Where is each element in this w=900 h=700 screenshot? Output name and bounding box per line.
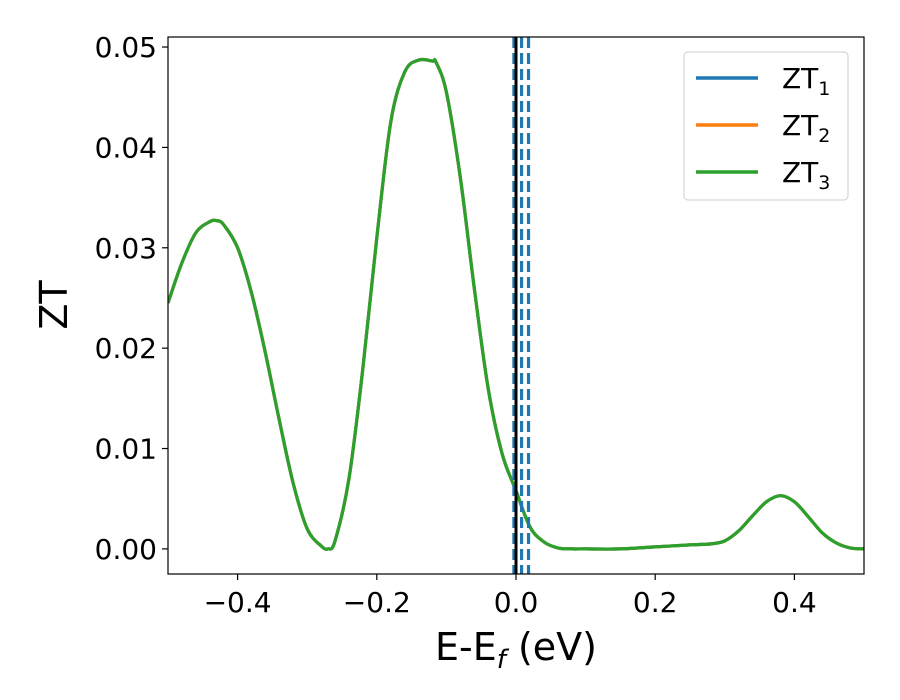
y-axis-ticks: 0.00 0.01 0.02 0.03 0.04 0.05 [95, 31, 168, 566]
legend: ZT1 ZT2 ZT3 [683, 51, 849, 201]
x-tick-label: −0.4 [204, 586, 272, 619]
x-axis-label: E-Ef (eV) [435, 625, 597, 675]
legend-label-2: ZT2 [782, 109, 830, 147]
y-tick-label: 0.03 [95, 232, 157, 265]
y-tick-label: 0.02 [95, 332, 157, 365]
legend-label-3: ZT3 [782, 156, 830, 194]
x-tick-label: 0.4 [772, 586, 817, 619]
y-tick-label: 0.05 [95, 31, 157, 64]
y-tick-label: 0.01 [95, 433, 157, 466]
y-tick-label: 0.00 [95, 533, 157, 566]
x-axis-ticks: −0.4 −0.2 0.0 0.2 0.4 [204, 574, 817, 619]
series-layer [168, 57, 864, 551]
reference-lines [512, 37, 531, 574]
x-tick-label: −0.2 [343, 586, 411, 619]
y-axis-label: ZT [32, 280, 76, 330]
y-tick-label: 0.04 [95, 131, 157, 164]
legend-label-1: ZT1 [782, 62, 830, 100]
x-tick-label: 0.0 [494, 586, 539, 619]
x-tick-label: 0.2 [633, 586, 678, 619]
series-line-3 [168, 57, 864, 551]
legend-frame [683, 51, 849, 201]
